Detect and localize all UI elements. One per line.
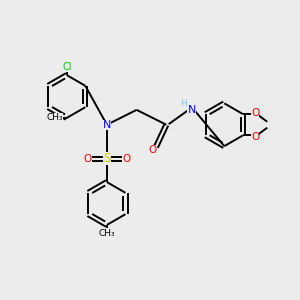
Text: N: N xyxy=(103,120,111,130)
Text: O: O xyxy=(149,145,157,155)
Text: H: H xyxy=(180,99,187,108)
Text: N: N xyxy=(188,105,196,115)
Text: Cl: Cl xyxy=(62,62,71,72)
Text: O: O xyxy=(251,132,260,142)
Text: S: S xyxy=(103,152,111,165)
Text: O: O xyxy=(251,108,260,118)
Text: CH₃: CH₃ xyxy=(99,229,115,238)
Text: O: O xyxy=(122,154,130,164)
Text: O: O xyxy=(83,154,92,164)
Text: CH₃: CH₃ xyxy=(46,113,63,122)
